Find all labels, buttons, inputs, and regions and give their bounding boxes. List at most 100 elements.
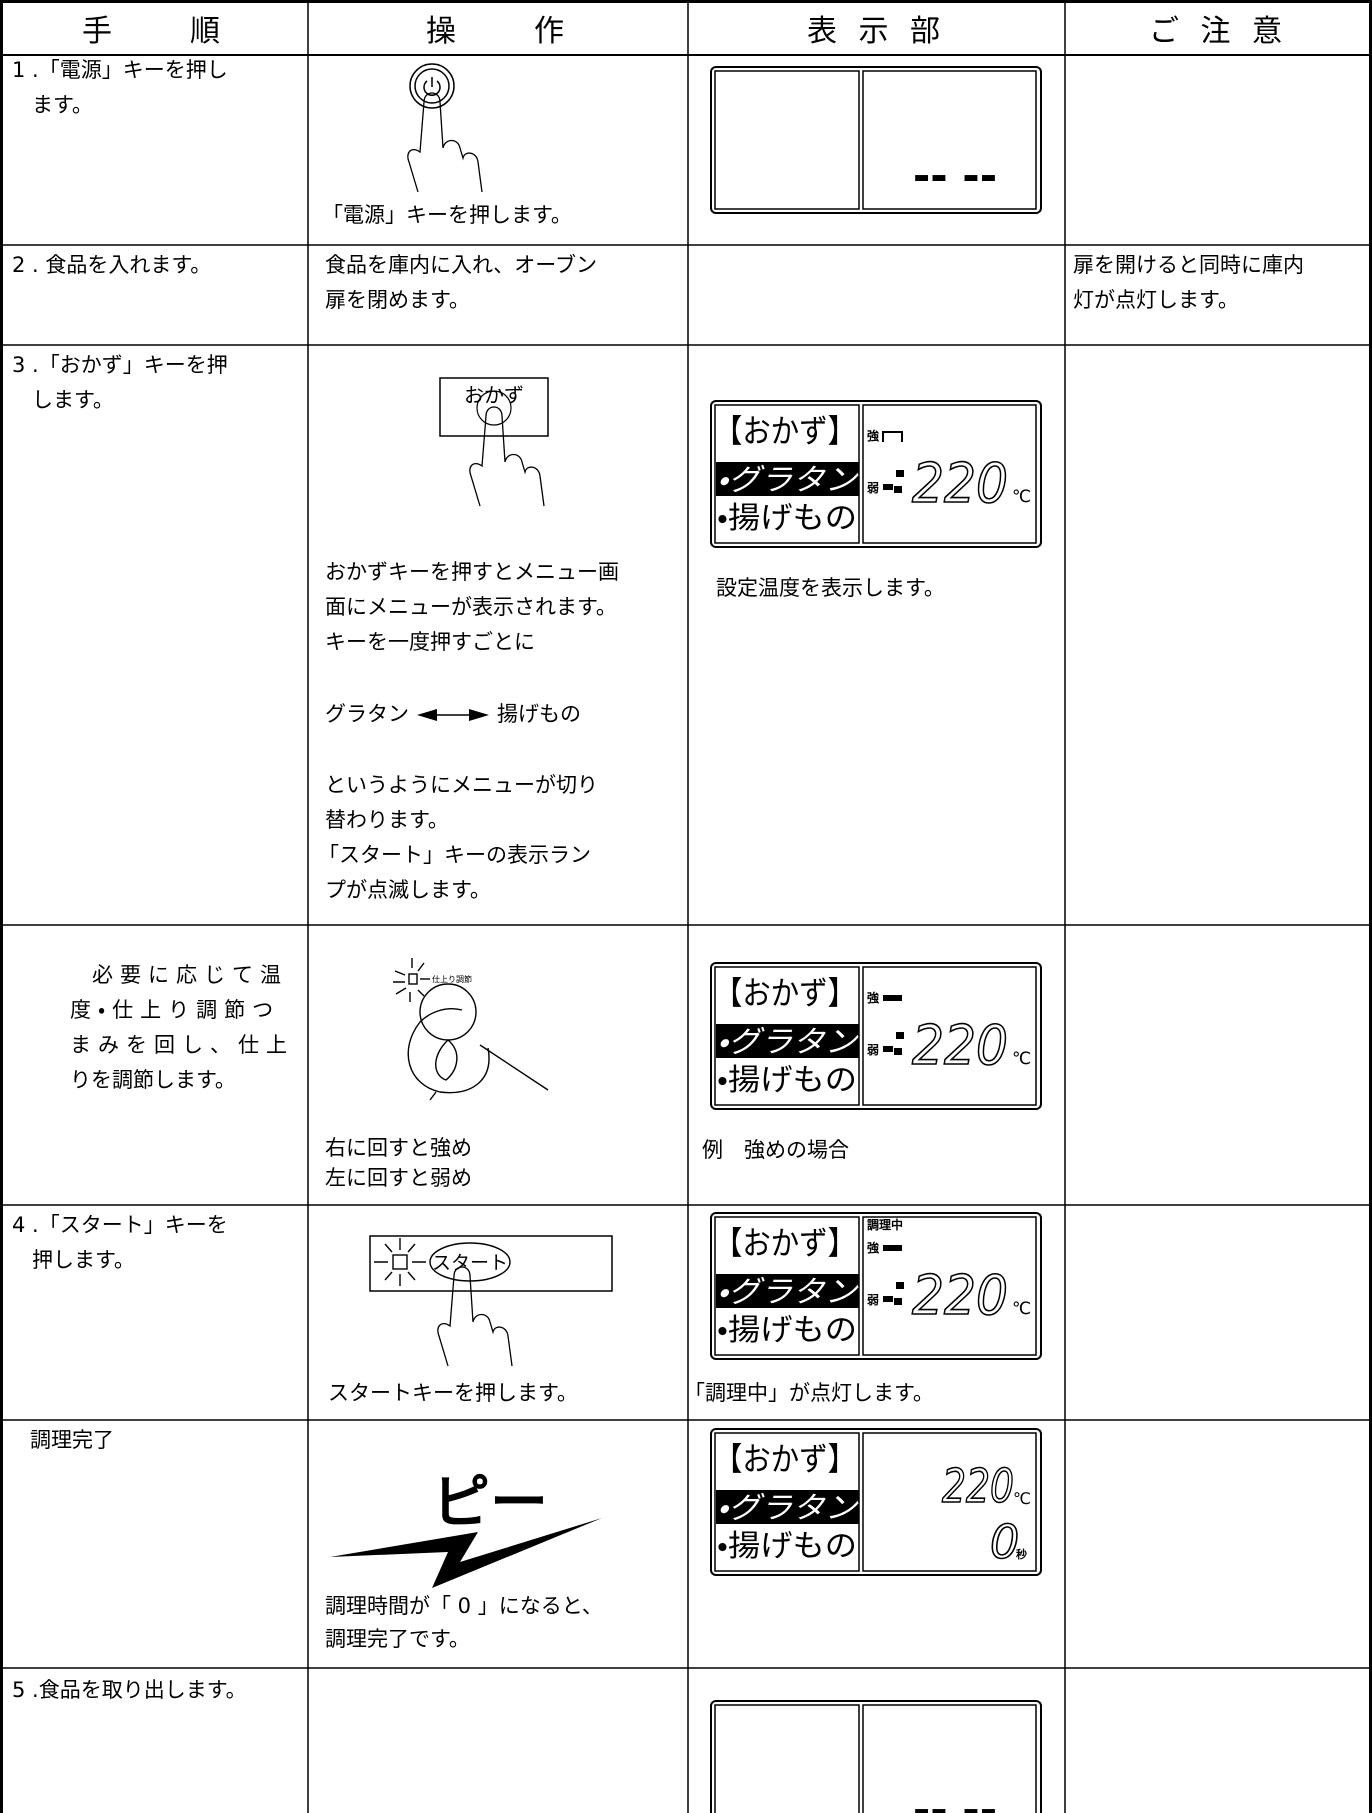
- operation-text: 「スタート」キーの表示ラン: [318, 843, 591, 867]
- header-cell: 表 示 部: [806, 14, 947, 49]
- level-indicator: [883, 1046, 893, 1052]
- lcd-right: [862, 70, 1037, 210]
- operation-cell: 右に回すと強め 左に回すと弱め: [325, 1133, 472, 1193]
- header-cell: 手 順: [82, 14, 226, 49]
- lcd-frame: [710, 1700, 1042, 1813]
- operation-cell: スタートキーを押します。: [328, 1376, 578, 1411]
- lcd-segments: -- --: [913, 151, 997, 200]
- step-text: 4 .「スタート」キーを: [12, 1213, 228, 1237]
- lcd-screen: 【おかず】・グラタン・揚げもの 強弱 220 ℃: [710, 962, 1042, 1110]
- level-indicator: [883, 1296, 893, 1302]
- lcd-frame: [710, 66, 1042, 214]
- lcd-highlight: [716, 1024, 859, 1058]
- lcd-unit: ℃: [1012, 1299, 1031, 1319]
- lcd-screen: 【おかず】・グラタン・揚げもの 220 ℃ 0秒: [710, 1428, 1042, 1576]
- cycle-arrow: [417, 708, 489, 721]
- lcd-highlight: [716, 1490, 859, 1524]
- lcd-menu-title: 【おかず】: [714, 974, 856, 1012]
- lcd-menu-item: ・グラタン: [717, 463, 859, 498]
- lcd-colon: [894, 1048, 902, 1055]
- display-caption: 例 強めの場合: [702, 1138, 849, 1162]
- start-key-panel: [369, 1235, 613, 1292]
- operation-text: 食品を庫内に入れ、オーブン: [325, 253, 597, 277]
- lcd-menu-item: ・揚げもの: [717, 1313, 857, 1348]
- lcd-level: 強: [867, 1240, 880, 1255]
- step-text: 押します。: [32, 1248, 135, 1272]
- notes-cell: 扉を開けると同時に庫内 灯が点灯します。: [1073, 248, 1304, 318]
- circle: [419, 983, 477, 1041]
- lcd-right: [862, 1216, 1037, 1356]
- step-cell: 調理完了: [30, 1423, 114, 1458]
- step-text: ます。: [32, 93, 93, 117]
- lcd-colon: [896, 1032, 904, 1039]
- operation-text: プが点滅します。: [325, 878, 491, 902]
- step-text: 5 .食品を取り出します。: [12, 1678, 247, 1702]
- circle: [409, 63, 455, 109]
- display-caption: 「調理中」が点灯します。: [684, 1381, 934, 1405]
- operation-text: 右に回すと強め: [325, 1136, 472, 1160]
- lcd-left: [714, 70, 860, 210]
- lcd-level: 弱: [867, 1042, 879, 1057]
- lcd-menu-item: ・揚げもの: [717, 1063, 857, 1098]
- lcd-temperature: 220: [942, 1459, 1014, 1513]
- level-indicator: [883, 484, 893, 490]
- lcd-right: [862, 1704, 1037, 1813]
- operation-text: 左に回すと弱め: [325, 1166, 472, 1190]
- lcd-level: 弱: [867, 1292, 879, 1307]
- lcd-temperature: 220: [912, 1264, 1008, 1327]
- lcd-panel: 【おかず】 ・グラタン ・揚げもの 調理中強弱 220 ℃: [710, 1212, 1042, 1366]
- circle: [414, 68, 450, 104]
- lcd-temperature: 220: [912, 1014, 1008, 1077]
- power-key-icon: [409, 63, 455, 109]
- lcd-frame: [710, 400, 1042, 548]
- path: [374, 1238, 426, 1286]
- lcd-frame: [710, 962, 1042, 1110]
- display-caption: 設定温度を表示します。: [716, 576, 945, 600]
- menu-cycle: グラタン 揚げもの: [325, 697, 581, 732]
- beep-bolt: [330, 1518, 602, 1588]
- header-cell: 操 作: [426, 14, 570, 49]
- lcd-colon: [894, 486, 902, 493]
- level-indicator: [882, 431, 903, 442]
- use: [437, 1266, 513, 1367]
- lcd-highlight: [716, 462, 859, 496]
- operation-cell: おかずキーを押すとメニュー画 面にメニューが表示されます。 キーを一度押すごとに: [325, 555, 619, 660]
- key-label: おかず: [464, 383, 524, 407]
- level-indicator: [883, 1245, 902, 1251]
- operation-cell: というようにメニューが切り 替わります。 「スタート」キーの表示ラン プが点滅し…: [318, 768, 598, 908]
- path: [423, 77, 441, 96]
- lcd-level: 弱: [867, 480, 879, 495]
- operation-cell: 食品を庫内に入れ、オーブン 扉を閉めます。: [325, 248, 597, 318]
- lcd-menu-item: ・グラタン: [717, 1491, 859, 1526]
- lcd-panel: 【おかず】 ・グラタン ・揚げもの 220 ℃ 0 秒: [710, 1428, 1042, 1582]
- operation-text: 替わります。: [325, 808, 449, 832]
- step-text: 度・仕上り調節つ: [70, 998, 281, 1022]
- lcd-screen: -- --: [710, 66, 1042, 214]
- lcd-menu-item: ・グラタン: [717, 1275, 859, 1310]
- operation-text: 調理完了です。: [325, 1627, 470, 1651]
- step-text: 1 .「電源」キーを押し: [12, 58, 228, 82]
- operation-text: キーを一度押すごとに: [325, 630, 535, 654]
- path: [407, 1008, 549, 1101]
- operation-cell: 「電源」キーを押します。: [322, 198, 572, 233]
- step-text: します。: [32, 388, 114, 412]
- lcd-panel: -- --: [710, 66, 1042, 220]
- dial-icon: [393, 958, 549, 1101]
- lcd-panel: -- --: [710, 1700, 1042, 1813]
- lcd-screen: 【おかず】・グラタン・揚げもの 強弱 220 ℃: [710, 400, 1042, 548]
- arrow-head: [417, 708, 437, 721]
- lcd-unit: ℃: [1012, 487, 1031, 507]
- arrow-head: [469, 708, 489, 721]
- step-text: まみを回し、仕上: [70, 1033, 294, 1057]
- lcd-status: 調理中: [867, 1217, 903, 1232]
- beep-label: ピー: [432, 1468, 548, 1536]
- lcd-frame: [710, 1428, 1042, 1576]
- step-text: りを調節します。: [70, 1068, 236, 1092]
- lcd-right: [862, 1432, 1037, 1572]
- level-indicator: [883, 995, 902, 1001]
- lcd-menu-title: 【おかず】: [714, 1440, 856, 1478]
- key-label: スタート: [432, 1252, 508, 1274]
- lcd-unit: ℃: [1012, 1049, 1031, 1069]
